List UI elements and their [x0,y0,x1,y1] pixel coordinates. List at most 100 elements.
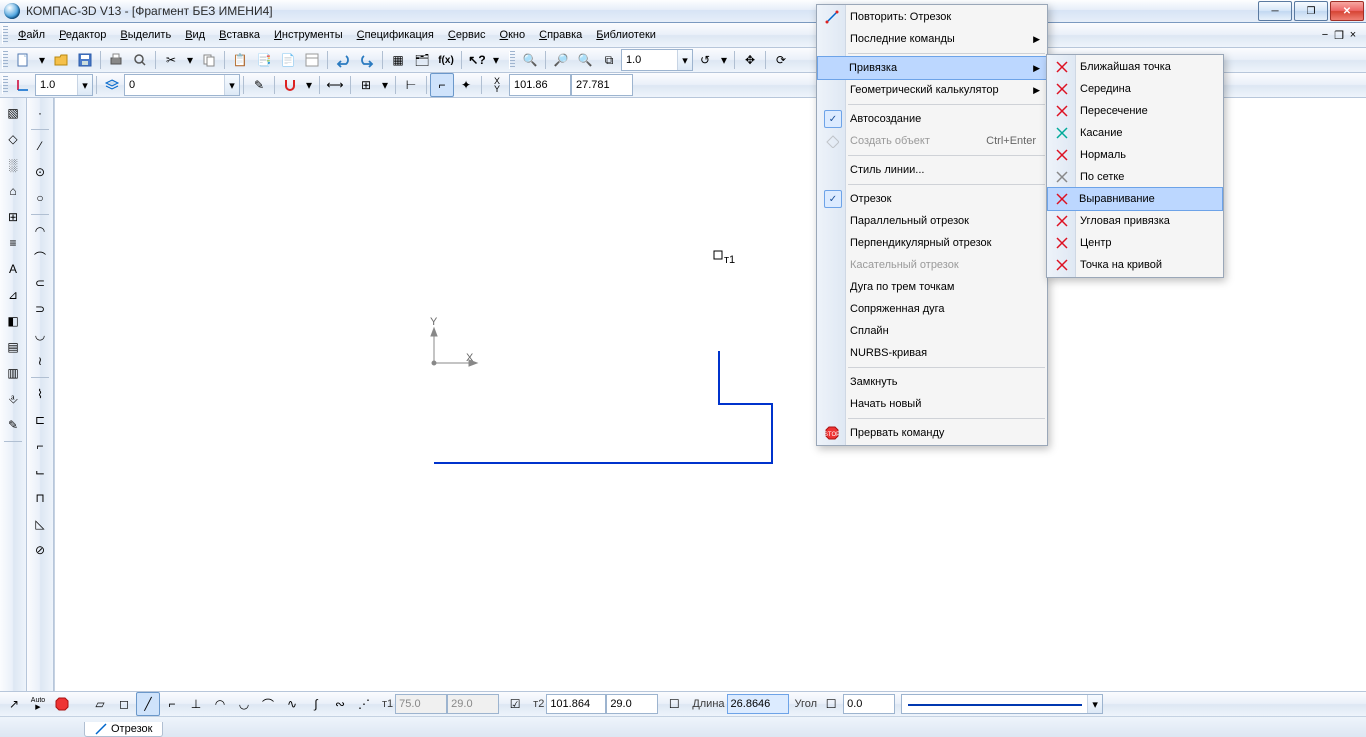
left-tool-vstrip1-9[interactable]: ▤ [1,335,25,359]
snap-magnet-button[interactable] [278,73,302,97]
left-tool-vstrip2-11[interactable]: ⊏ [28,408,52,432]
layer-combo[interactable]: 0 ▾ [124,74,240,96]
zoom-prev-button[interactable]: ↺ [693,48,717,72]
ctx-геометрический-калькулятор[interactable]: Геометрический калькулятор▶ [818,79,1046,101]
left-tool-vstrip1-12[interactable]: ✎ [1,413,25,437]
left-tool-vstrip2-16[interactable]: ⊘ [28,538,52,562]
left-tool-vstrip1-0[interactable]: ▧ [1,101,25,125]
left-tool-vstrip2-4[interactable]: ◠ [28,219,52,243]
menu-вставка[interactable]: Вставка [212,26,267,44]
cursor-button[interactable]: ↖? [465,48,489,72]
left-tool-vstrip2-1[interactable]: ⁄ [28,134,52,158]
mode-button-8[interactable]: ∿ [280,692,304,716]
coord-y-field[interactable]: 27.781 [571,74,633,96]
left-tool-vstrip2-5[interactable]: ⌒ [28,245,52,269]
left-tool-vstrip2-13[interactable]: ⌙ [28,460,52,484]
ctx-сплайн[interactable]: Сплайн [818,320,1046,342]
zoom-in-button[interactable]: 🔎 [549,48,573,72]
edit-button[interactable]: ✎ [247,73,271,97]
mode-button-0[interactable]: ▱ [88,692,112,716]
left-tool-vstrip1-7[interactable]: ⊿ [1,283,25,307]
zoom-window-button[interactable]: ⧉ [597,48,621,72]
mode-button-6[interactable]: ◡ [232,692,256,716]
left-tool-vstrip2-14[interactable]: ⊓ [28,486,52,510]
grip-handle[interactable] [2,51,8,69]
auto-button[interactable]: Auto▶ [26,692,50,716]
snap-угловая-привязка[interactable]: Угловая привязка [1048,210,1222,232]
left-tool-vstrip2-2[interactable]: ⊙ [28,160,52,184]
snap-пересечение[interactable]: Пересечение [1048,100,1222,122]
dropdown-1[interactable]: ▾ [183,48,197,72]
ctx-nurbs-кривая[interactable]: NURBS-кривая [818,342,1046,364]
left-tool-vstrip2-7[interactable]: ⊃ [28,297,52,321]
mode-button-4[interactable]: ⊥ [184,692,208,716]
redo-button[interactable] [355,48,379,72]
ctx-последние-команды[interactable]: Последние команды▶ [818,28,1046,50]
snap-точка-на-кривой[interactable]: Точка на кривой [1048,254,1222,276]
dimension-button[interactable]: ⟷ [323,73,347,97]
mdi-close-button[interactable]: × [1346,29,1360,42]
zoom-out-button[interactable]: 🔍 [573,48,597,72]
ctx-автосоздание[interactable]: ✓Автосоздание [818,108,1046,130]
left-tool-vstrip1-3[interactable]: ⌂ [1,179,25,203]
ctx-начать-новый[interactable]: Начать новый [818,393,1046,415]
snap-середина[interactable]: Середина [1048,78,1222,100]
left-tool-vstrip1-11[interactable]: ⎀ [1,387,25,411]
ctx-привязка[interactable]: Привязка▶ [817,56,1047,80]
save-button[interactable] [73,48,97,72]
snap-выравнивание[interactable]: Выравнивание [1047,187,1223,211]
left-tool-vstrip2-10[interactable]: ⌇ [28,382,52,406]
layers-button[interactable]: 🗂 [410,48,434,72]
layer-icon[interactable] [100,73,124,97]
ctx-перпендикулярный-отрезок[interactable]: Перпендикулярный отрезок [818,232,1046,254]
left-tool-vstrip1-10[interactable]: ▥ [1,361,25,385]
left-tool-vstrip2-3[interactable]: ○ [28,186,52,210]
rebuild-button[interactable]: ⟳ [769,48,793,72]
new-dropdown[interactable]: ▾ [35,48,49,72]
close-button[interactable]: ✕ [1330,1,1364,21]
zoom-combo[interactable]: 1.0 ▾ [621,49,693,71]
mdi-minimize-button[interactable]: − [1318,29,1332,42]
ang-lock-button[interactable]: ☐ [819,692,843,716]
ctx-сопряженная-дуга[interactable]: Сопряженная дуга [818,298,1046,320]
mode-button-7[interactable]: ⌒ [256,692,280,716]
ctx-замкнуть[interactable]: Замкнуть [818,371,1046,393]
ortho-button[interactable]: ⌐ [430,73,454,97]
arrow-button[interactable]: ↗ [2,692,26,716]
left-tool-vstrip2-12[interactable]: ⌐ [28,434,52,458]
coord-x-field[interactable]: 101.86 [509,74,571,96]
menu-вид[interactable]: Вид [178,26,212,44]
undo-button[interactable] [331,48,355,72]
line-style-combo[interactable]: ▾ [901,694,1103,714]
menu-окно[interactable]: Окно [493,26,533,44]
dropdown-5[interactable]: ▾ [378,73,392,97]
scale-combo[interactable]: 1.0 ▾ [35,74,93,96]
properties-button[interactable] [300,48,324,72]
grip-handle[interactable] [2,26,8,44]
open-button[interactable] [49,48,73,72]
mode-button-9[interactable]: ∫ [304,692,328,716]
dropdown-2[interactable]: ▾ [489,48,503,72]
snap-касание[interactable]: Касание [1048,122,1222,144]
copy-button[interactable] [197,48,221,72]
left-tool-vstrip1-4[interactable]: ⊞ [1,205,25,229]
left-tool-vstrip2-9[interactable]: ≀ [28,349,52,373]
dropdown-3[interactable]: ▾ [717,48,731,72]
tab-line[interactable]: Отрезок [84,722,163,737]
mode-button-2[interactable]: ╱ [136,692,160,716]
mode-button-1[interactable]: ◻ [112,692,136,716]
grid-toggle-button[interactable]: ⊞ [354,73,378,97]
ctx-прервать-команду[interactable]: STOPПрервать команду [818,422,1046,444]
left-tool-vstrip2-8[interactable]: ◡ [28,323,52,347]
left-tool-vstrip1-2[interactable]: ░ [1,153,25,177]
maximize-button[interactable]: ❐ [1294,1,1328,21]
local-cs-button[interactable]: ✦ [454,73,478,97]
grip-handle[interactable] [509,51,515,69]
left-tool-vstrip1-6[interactable]: A [1,257,25,281]
menu-сервис[interactable]: Сервис [441,26,493,44]
menu-библиотеки[interactable]: Библиотеки [589,26,663,44]
menu-справка[interactable]: Справка [532,26,589,44]
t2-lock-button[interactable]: ☑ [503,692,527,716]
tool-c[interactable]: 📄 [276,48,300,72]
tool-a[interactable]: 📋 [228,48,252,72]
